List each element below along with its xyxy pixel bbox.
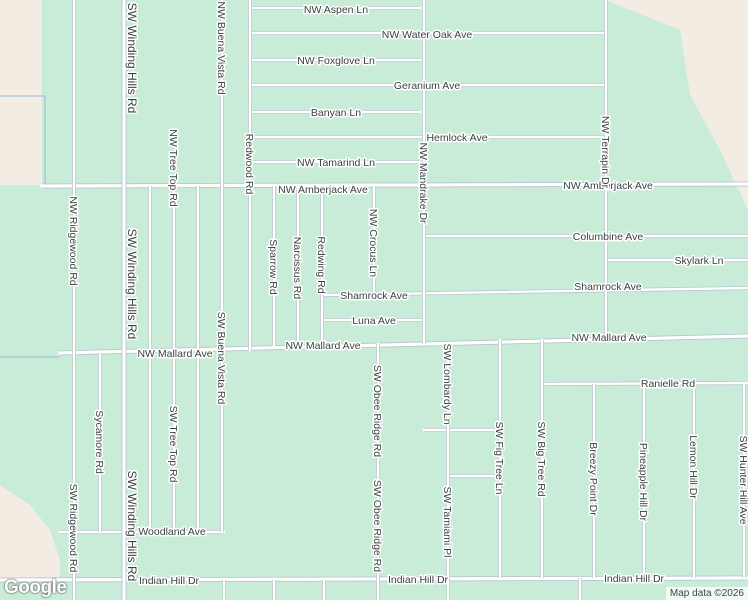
label-luna-ave: Luna Ave	[352, 315, 396, 327]
label-nw-water-oak-ave: NW Water Oak Ave	[382, 29, 473, 41]
label-sw-lombardy-ln: SW Lombardy Ln	[441, 343, 453, 424]
google-logo: Google	[4, 577, 67, 598]
label-sparrow-rd: Sparrow Rd	[267, 239, 279, 295]
label-geranium-ave: Geranium Ave	[394, 80, 461, 92]
label-breezy-point-dr: Breezy Point Dr	[587, 442, 599, 516]
label-hemlock-ave: Hemlock Ave	[426, 132, 487, 144]
label-skylark-ln: Skylark Ln	[674, 255, 723, 267]
label-sw-big-tree-rd: SW Big Tree Rd	[535, 421, 547, 496]
label-nw-tamarind-ln: NW Tamarind Ln	[297, 157, 375, 169]
label-ranielle-rd: Ranielle Rd	[641, 378, 695, 390]
label-sw-winding-hills-rd-south: SW Winding Hills Rd	[125, 471, 139, 582]
label-nw-tree-top-rd: NW Tree Top Rd	[167, 129, 179, 207]
label-indian-hill-dr-east: Indian Hill Dr	[604, 573, 665, 585]
label-banyan-ln: Banyan Ln	[311, 107, 361, 119]
label-woodland-ave: Woodland Ave	[138, 526, 205, 538]
label-narcissus-rd: Narcissus Rd	[291, 237, 303, 300]
label-nw-buena-vista-rd: NW Buena Vista Rd	[215, 1, 227, 94]
label-shamrock-ave-west: Shamrock Ave	[340, 290, 408, 302]
label-nw-aspen-ln: NW Aspen Ln	[304, 4, 368, 16]
label-sw-tree-top-rd: SW Tree Top Rd	[167, 406, 179, 483]
label-sw-fig-tree-ln: SW Fig Tree Ln	[493, 422, 505, 495]
label-sycamore-rd: Sycamore Rd	[93, 410, 105, 474]
label-columbine-ave: Columbine Ave	[573, 231, 644, 243]
map-attribution[interactable]: Map data ©2026	[665, 587, 748, 600]
label-lemon-hill-dr: Lemon Hill Dr	[687, 435, 699, 499]
label-nw-terrapin-dr: NW Terrapin Dr	[599, 116, 611, 189]
label-nw-mandrake-dr: NW Mandrake Dr	[417, 142, 429, 224]
street-labels: NW Aspen Ln NW Water Oak Ave NW Foxglove…	[66, 0, 748, 589]
label-sw-obee-ridge-rd-south: SW Obee Ridge Rd	[371, 480, 383, 572]
label-nw-mallard-ave-east: NW Mallard Ave	[571, 332, 646, 344]
label-nw-amberjack-ave-west: NW Amberjack Ave	[278, 184, 368, 196]
label-sw-winding-hills-rd-north: SW Winding Hills Rd	[125, 3, 139, 114]
label-sw-winding-hills-rd-middle: SW Winding Hills Rd	[125, 229, 139, 340]
label-nw-mallard-ave-west: NW Mallard Ave	[137, 348, 212, 360]
land-area-northeast	[605, 0, 748, 210]
label-shamrock-ave-east: Shamrock Ave	[574, 281, 642, 293]
boundary-line	[0, 95, 60, 358]
label-redwood-rd: Redwood Rd	[243, 134, 255, 195]
label-nw-crocus-ln: NW Crocus Ln	[367, 209, 379, 277]
label-nw-foxglove-ln: NW Foxglove Ln	[297, 55, 375, 67]
label-sw-buena-vista-rd: SW Buena Vista Rd	[215, 312, 227, 405]
label-nw-ridgewood-rd: NW Ridgewood Rd	[67, 196, 79, 285]
label-nw-mallard-ave-middle: NW Mallard Ave	[285, 340, 360, 352]
label-indian-hill-dr-west: Indian Hill Dr	[139, 575, 200, 587]
label-sw-hunter-hill-ave: SW Hunter Hill Ave	[737, 435, 748, 524]
label-redwing-rd: Redwing Rd	[315, 236, 327, 293]
land-area-west	[0, 0, 42, 185]
label-sw-obee-ridge-rd-north: SW Obee Ridge Rd	[371, 365, 383, 457]
label-nw-amberjack-ave-east: NW Amberjack Ave	[563, 180, 653, 192]
label-indian-hill-dr-middle: Indian Hill Dr	[388, 574, 449, 586]
label-sw-tamiami-pl: SW Tamiami Pl	[441, 487, 453, 558]
label-pineapple-hill-dr: Pineapple Hill Dr	[637, 443, 649, 522]
label-sw-ridgewood-rd: SW Ridgewood Rd	[67, 484, 79, 573]
land-area-southwest	[0, 485, 60, 580]
